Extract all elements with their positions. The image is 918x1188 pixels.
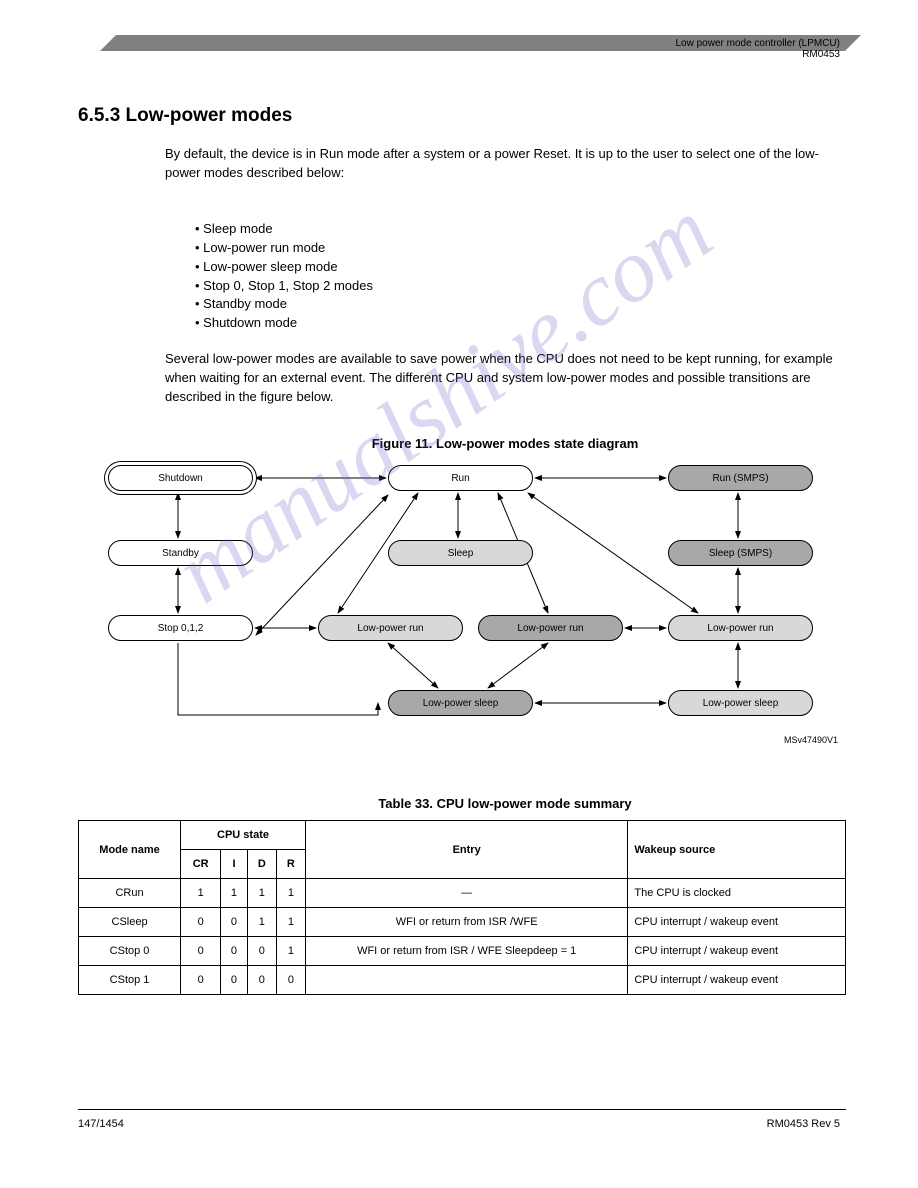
- ms-label: MSv47490V1: [784, 735, 838, 745]
- node-standby: Standby: [108, 540, 253, 566]
- list-area: • Sleep mode• Low-power run mode• Low-po…: [195, 220, 875, 333]
- node-lprun_slow: Low-power run: [318, 615, 463, 641]
- col-wakeup: Wakeup source: [628, 821, 846, 879]
- table-cell: 1: [181, 879, 221, 908]
- table-cell: 0: [181, 937, 221, 966]
- table-row: CStop 10000CPU interrupt / wakeup event: [79, 966, 846, 995]
- table-cell: The CPU is clocked: [628, 879, 846, 908]
- table-cell: 1: [247, 879, 276, 908]
- lp-table: Mode name CPU state Entry Wakeup source …: [78, 820, 846, 995]
- node-lpsleep_smps: Low-power sleep: [668, 690, 813, 716]
- node-lprun_smps: Low-power run: [668, 615, 813, 641]
- table-cell: WFI or return from ISR / WFE Sleepdeep =…: [305, 937, 627, 966]
- node-stop: Stop 0,1,2: [108, 615, 253, 641]
- table-cell: 0: [221, 908, 248, 937]
- table-cell: CRun: [79, 879, 181, 908]
- table-cell: CPU interrupt / wakeup event: [628, 966, 846, 995]
- table-cell: CSleep: [79, 908, 181, 937]
- col-cr: CR: [181, 850, 221, 879]
- para-2: Several low-power modes are available to…: [165, 350, 845, 407]
- node-lpsleep: Low-power sleep: [388, 690, 533, 716]
- table-row: CRun1111—The CPU is clocked: [79, 879, 846, 908]
- table-cell: 0: [276, 966, 305, 995]
- header-line2: RM0453: [802, 49, 840, 60]
- table-cell: 1: [276, 879, 305, 908]
- diagram: Shutdown Standby Stop 0,1,2 Run Sleep Low-pow…: [78, 455, 846, 745]
- table-cell: 0: [221, 937, 248, 966]
- node-lprun: Low-power run: [478, 615, 623, 641]
- col-r: R: [276, 850, 305, 879]
- table-cell: [305, 966, 627, 995]
- node-run: Run: [388, 465, 533, 491]
- col-d: D: [247, 850, 276, 879]
- node-sleep: Sleep: [388, 540, 533, 566]
- table-cell: WFI or return from ISR /WFE: [305, 908, 627, 937]
- col-i: I: [221, 850, 248, 879]
- section-title: 6.5.3 Low-power modes: [78, 105, 292, 127]
- table-cell: 0: [181, 966, 221, 995]
- node-shutdown: Shutdown: [108, 465, 253, 491]
- table-cell: 1: [221, 879, 248, 908]
- table-cell: CPU interrupt / wakeup event: [628, 908, 846, 937]
- footer-line: [78, 1109, 846, 1110]
- table-row: CSleep0011WFI or return from ISR /WFECPU…: [79, 908, 846, 937]
- node-sleep_smps: Sleep (SMPS): [668, 540, 813, 566]
- col-mode: Mode name: [79, 821, 181, 879]
- node-run_smps: Run (SMPS): [668, 465, 813, 491]
- table-caption: Table 33. CPU low-power mode summary: [165, 795, 845, 814]
- table-cell: 0: [247, 937, 276, 966]
- col-entry: Entry: [305, 821, 627, 879]
- para-1: By default, the device is in Run mode af…: [165, 145, 845, 183]
- figure-caption: Figure 11. Low-power modes state diagram: [165, 435, 845, 454]
- table-cell: 0: [181, 908, 221, 937]
- table-cell: CStop 1: [79, 966, 181, 995]
- table-cell: 0: [221, 966, 248, 995]
- header-line1: Low power mode controller (LPMCU): [675, 38, 840, 49]
- table-cell: 1: [276, 937, 305, 966]
- table-cell: 0: [247, 966, 276, 995]
- table-cell: CStop 0: [79, 937, 181, 966]
- footer-page: 147/1454: [78, 1118, 124, 1130]
- table-row: CStop 00001WFI or return from ISR / WFE …: [79, 937, 846, 966]
- table-cell: 1: [276, 908, 305, 937]
- table-cell: 1: [247, 908, 276, 937]
- col-cpustate: CPU state: [181, 821, 306, 850]
- header-text: Low power mode controller (LPMCU) RM0453: [675, 38, 840, 60]
- table-cell: CPU interrupt / wakeup event: [628, 937, 846, 966]
- table-cell: —: [305, 879, 627, 908]
- footer-docid: RM0453 Rev 5: [767, 1118, 840, 1130]
- table-body: CRun1111—The CPU is clockedCSleep0011WFI…: [79, 879, 846, 995]
